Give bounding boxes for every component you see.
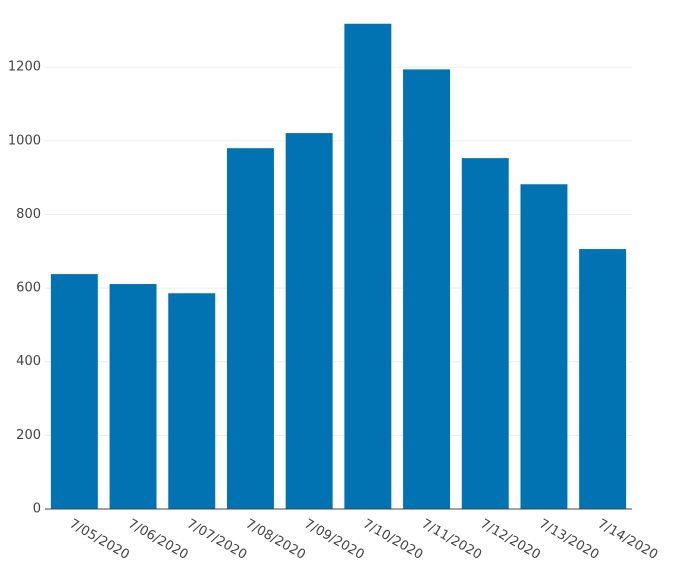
x-tick-label: 7/06/2020 [125,517,190,563]
y-tick-label: 0 [33,502,41,517]
x-tick-label: 7/11/2020 [419,517,484,563]
y-tick-label: 400 [16,354,41,369]
x-tick-label: 7/10/2020 [360,517,425,563]
x-tick-label: 7/08/2020 [243,517,308,563]
bar [403,69,451,510]
y-tick-label: 200 [16,428,41,443]
bar [50,274,98,509]
y-tick-label: 1200 [8,60,41,75]
bar [109,284,157,509]
x-tick-label: 7/12/2020 [478,517,543,563]
bar [344,23,392,510]
bar [168,293,216,509]
bar [520,184,568,509]
x-tick-label: 7/05/2020 [67,517,132,563]
bar [461,158,509,509]
y-tick-label: 600 [16,281,41,296]
x-tick-label: 7/07/2020 [184,517,249,563]
x-tick-label: 7/13/2020 [536,517,601,563]
bar [285,133,333,509]
y-tick-label: 800 [16,207,41,222]
x-tick-label: 7/14/2020 [595,517,660,563]
y-tick-label: 1000 [8,133,41,148]
bar [226,148,274,509]
x-tick-label: 7/09/2020 [301,517,366,563]
bar [579,249,627,509]
